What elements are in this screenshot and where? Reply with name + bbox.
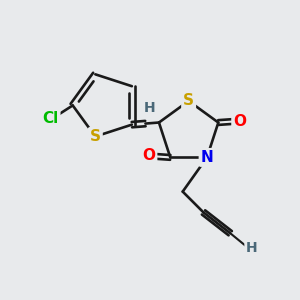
Text: Cl: Cl [42,111,58,126]
Text: H: H [246,241,258,255]
Text: N: N [201,150,213,165]
Text: S: S [183,94,194,109]
Text: O: O [142,148,155,164]
Text: S: S [90,129,101,144]
Text: H: H [144,101,156,115]
Text: O: O [233,113,246,128]
